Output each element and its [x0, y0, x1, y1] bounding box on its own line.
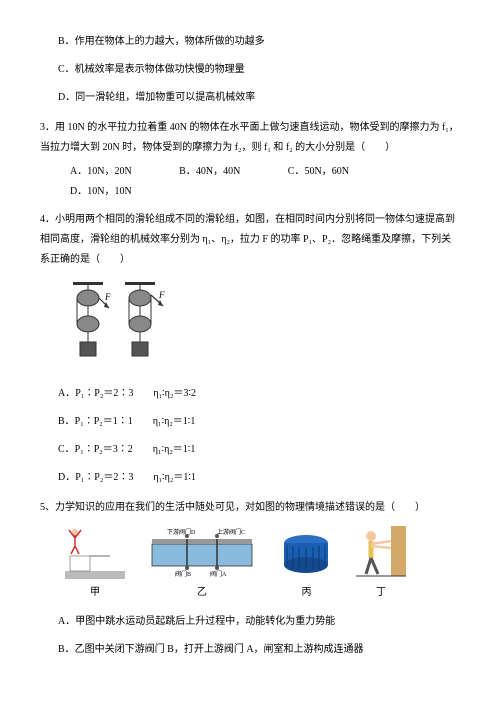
fig-bing: 丙 — [279, 531, 334, 598]
yi-br: 阀门A — [210, 570, 227, 578]
q4-figure: F F — [40, 280, 460, 370]
fig-yi: 下游阀门D 上游阀门C 阀门B 阀门A 乙 — [147, 526, 257, 598]
q3-a: A．10N，20N — [70, 162, 132, 182]
f2-label: F — [158, 290, 165, 300]
q4-d: D．P₁∶P₂＝2∶3 η₁∶η₂＝1∶1 — [40, 466, 460, 490]
q4-c: C．P₁∶P₂＝3∶2 η₁∶η₂＝1∶1 — [40, 438, 460, 462]
cap-ding: 丁 — [376, 583, 386, 598]
q3-c: C．50N，60N — [288, 162, 349, 182]
q5-stem: 5、力学知识的应用在我们的生活中随处可见，对如图的物理情境描述错误的是（ ） — [40, 498, 460, 518]
cap-bing: 丙 — [302, 583, 312, 598]
q4-stem: 4．小明用两个相同的滑轮组成不同的滑轮组，如图，在相同时间内分别将同一物体匀速提… — [40, 210, 460, 270]
q3-stem: 3．用 10N 的水平拉力拉着重 40N 的物体在水平面上做匀速直线运动，物体受… — [40, 118, 460, 158]
q5-b: B．乙图中关闭下游阀门 B，打开上游阀门 A，闸室和上游构成连通器 — [40, 638, 460, 662]
cap-yi: 乙 — [197, 583, 207, 598]
q3-options: A．10N，20N B．40N，40N C．50N，60N D．10N，10N — [40, 162, 460, 202]
yi-tr: 上游阀门C — [217, 528, 245, 536]
fig-ding: 丁 — [356, 526, 406, 598]
opt-c: C．机械效率是表示物体做功快慢的物理量 — [40, 58, 460, 82]
q4-b: B．P₁∶P₂＝1∶1 η₁∶η₂＝1∶1 — [40, 410, 460, 434]
opt-d: D．同一滑轮组，增加物重可以提高机械效率 — [40, 86, 460, 110]
cap-jia: 甲 — [90, 583, 100, 598]
fig-jia: 甲 — [65, 526, 125, 598]
q5-a: A．甲图中跳水运动员起跳后上升过程中，动能转化为重力势能 — [40, 610, 460, 634]
q3-b: B．40N，40N — [179, 162, 240, 182]
opt-b: B．作用在物体上的力越大，物体所做的功越多 — [40, 30, 460, 54]
q5-figures: 甲 下游阀门D 上游阀门C 阀门B 阀门A 乙 — [40, 526, 460, 598]
yi-tl: 下游阀门D — [167, 528, 196, 536]
q3-d: D．10N，10N — [70, 182, 132, 202]
yi-bl: 阀门B — [175, 570, 191, 578]
q4-a: A．P₁∶P₂＝2∶3 η₁∶η₂＝3∶2 — [40, 382, 460, 406]
f1-label: F — [104, 292, 111, 302]
